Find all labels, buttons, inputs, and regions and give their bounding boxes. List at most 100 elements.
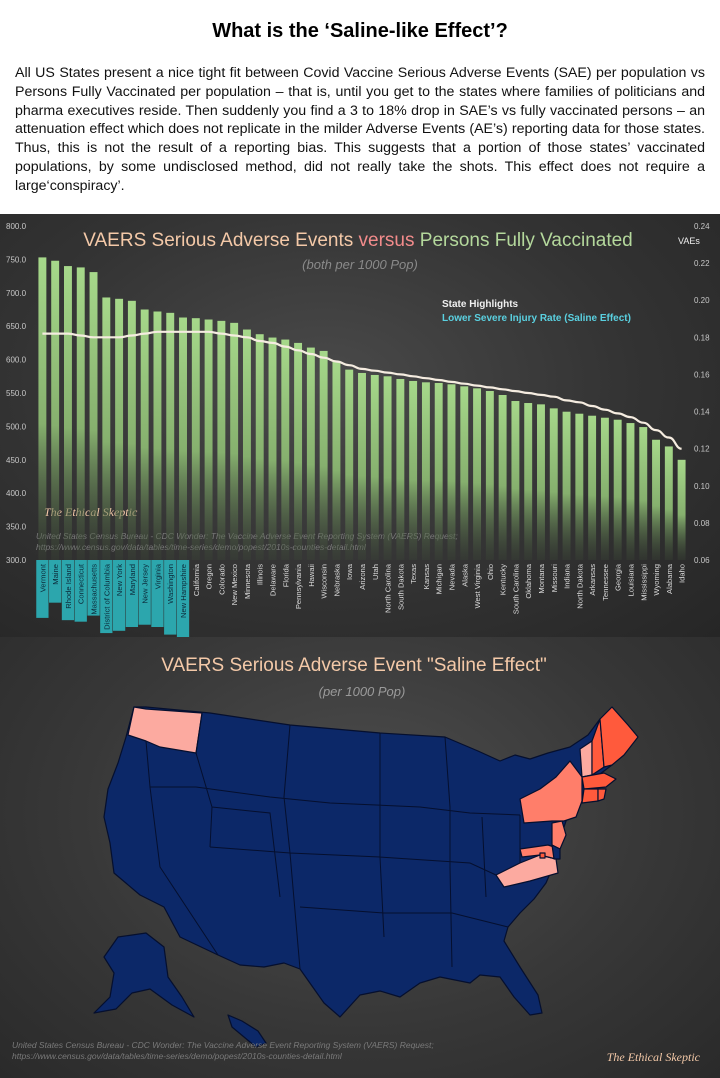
y2-tick-label: 0.08 [694,519,710,528]
category-label: Alaska [460,563,469,587]
category-label: Louisiana [626,563,635,596]
border-lines [145,712,521,970]
highlight-bar [112,560,126,631]
bar [102,297,111,560]
bar [179,317,187,560]
category-label: Kentucky [499,564,508,595]
legend-title: State Highlights [442,299,519,310]
bar [358,372,366,560]
category-label: Ohio [486,564,495,580]
y-tick-label: 650.0 [6,322,27,331]
bar [664,446,673,560]
bar [281,339,290,560]
bar [460,386,469,560]
bar [306,347,315,560]
y2-tick-label: 0.20 [694,296,710,305]
highlight-bar [151,560,164,627]
category-label: Idaho [678,564,687,583]
bar [652,439,661,560]
chart-title-part2: versus [359,230,415,251]
category-label: Mississippi [639,564,648,601]
map-shapes [93,706,639,1048]
chart-title: VAERS Serious Adverse Events versus Pers… [83,230,633,251]
maine [599,706,639,768]
map-source-line2: https://www.census.gov/data/tables/time-… [12,1051,343,1061]
category-label: Utah [371,564,380,580]
category-label: Wisconsin [320,564,329,599]
bar [242,329,251,560]
header: What is the ‘Saline-like Effect’? All US… [0,0,720,214]
dc [539,852,546,859]
chart-source-line2: https://www.census.gov/data/tables/time-… [36,542,367,552]
y-tick-label: 800.0 [6,222,27,231]
highlight-bar [100,560,113,634]
vae-trend-line [42,330,682,450]
bar [204,319,213,560]
highlight-bar [49,560,62,603]
bar [319,350,328,560]
category-label: Tennessee [601,564,610,601]
bar [562,411,571,560]
bar [268,337,277,560]
y2-tick-label: 0.16 [694,370,710,379]
category-label: Nevada [447,563,456,590]
bar [230,322,239,560]
bar [38,257,47,560]
chart-title-part3: Persons Fully Vaccinated [415,230,633,251]
y-tick-label: 400.0 [6,489,27,498]
washington [127,706,203,754]
bar [537,404,545,560]
intro-paragraph: All US States present a nice tight fit b… [15,65,705,194]
highlight-bar [176,560,190,637]
state-borders [145,712,521,970]
bar [63,266,72,560]
category-label: Missouri [550,564,559,593]
chart-subtitle: (both per 1000 Pop) [302,257,418,272]
contiguous-us [103,706,621,1018]
highlight-bar [74,560,87,622]
connecticut [581,788,599,804]
category-label: Montana [537,563,546,593]
bar [613,419,622,560]
bar [217,320,226,560]
bar [639,427,648,560]
rhode-island [597,788,607,802]
category-label: North Dakota [575,563,584,609]
category-label: Massachusetts [90,564,99,615]
map-title: VAERS Serious Adverse Event "Saline Effe… [161,655,547,676]
alaska [93,932,195,1018]
bar [294,342,303,560]
right-axis-label: VAEs [678,236,700,246]
bar [370,374,379,560]
bar [409,380,418,560]
bar [76,267,85,560]
bar [345,369,354,560]
vaccinated-bars [38,257,686,560]
bar [677,459,686,560]
y2-tick-label: 0.24 [694,222,710,231]
virginia [495,854,559,888]
bar [600,417,609,560]
y2-tick-label: 0.10 [694,482,710,491]
bar [115,298,124,560]
category-label: New York [115,564,124,596]
category-label: Connecticut [77,563,86,604]
category-label: South Dakota [396,563,405,610]
y-tick-label: 450.0 [6,456,27,465]
category-label: Texas [409,564,418,584]
bar [127,300,136,560]
highlight-bar [164,560,177,635]
page-title: What is the ‘Saline-like Effect’? [212,20,508,42]
y-tick-label: 700.0 [6,289,27,298]
category-label: Iowa [345,563,354,580]
category-label: Nebraska [332,563,341,596]
highlight-bar [61,560,75,621]
category-label: North Carolina [384,563,393,613]
highlight-bar [87,560,100,616]
category-label: West Virginia [473,563,482,608]
right-axis-ticks: 0.06 0.08 0.10 0.12 0.14 0.16 0.18 0.20 0.22 0.24 [694,222,710,565]
category-label: New Mexico [230,564,239,605]
category-label: Florida [281,563,290,587]
category-label: New Jersey [141,564,150,604]
delaware [551,844,561,860]
